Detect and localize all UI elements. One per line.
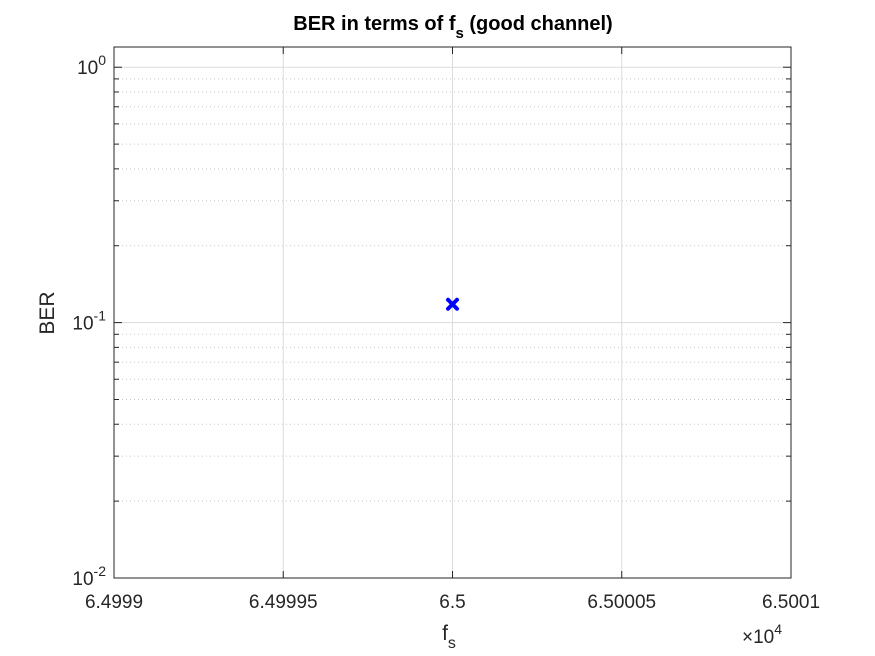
data-markers [446,297,459,311]
minor-grid [114,78,791,502]
x-scale-exponent-power: 4 [774,621,782,637]
y-axis-label: BER [36,291,59,334]
x-scale-exponent: ×104 [742,621,782,648]
x-axis-label-subscript: s [448,635,456,652]
x-tick-label: 6.5001 [762,592,820,613]
y-tick-label: 100 [77,52,106,79]
x-tick-label: 6.4999 [85,592,143,613]
x-tick-label: 6.50005 [587,592,656,613]
x-tick-label: 6.49995 [249,592,318,613]
x-tick-label: 6.5 [439,592,465,613]
y-tick-label: 10-1 [72,308,106,335]
data-point-marker [446,297,459,311]
x-axis-label: fs [442,622,456,652]
chart-title-subscript: s [456,25,464,42]
tick-labels: 6.4999 6.49995 6.5 6.50005 6.5001 100 10-1 10-2 [72,52,820,613]
y-tick-label: 10-2 [72,563,106,590]
chart-title: BER in terms of fs (good channel) [293,13,612,42]
marker-stroke [446,297,459,311]
chart-title-rest: (good channel) [464,13,613,35]
tick-marks [113,47,792,579]
